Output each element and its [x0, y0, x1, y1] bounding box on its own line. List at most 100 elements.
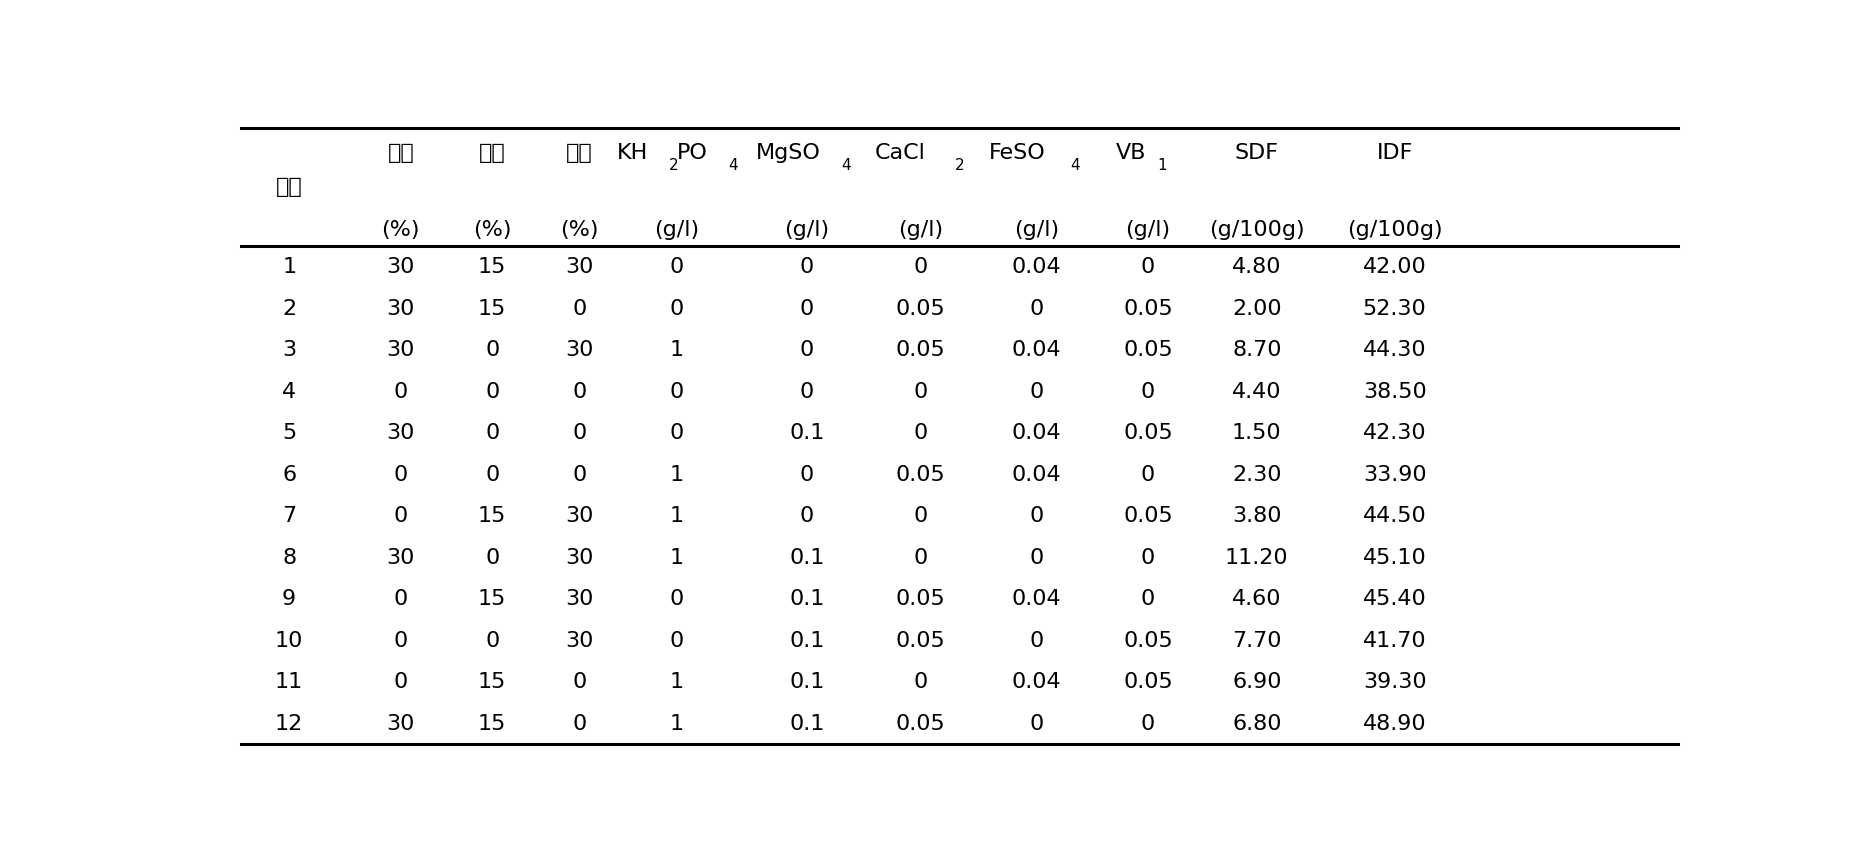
Text: 9: 9 [283, 589, 296, 609]
Text: 0: 0 [1140, 589, 1155, 609]
Text: 0: 0 [573, 381, 586, 402]
Text: 3.80: 3.80 [1232, 506, 1282, 526]
Text: 0: 0 [485, 631, 500, 650]
Text: 0: 0 [485, 547, 500, 568]
Text: 10: 10 [275, 631, 303, 650]
Text: 52.30: 52.30 [1363, 299, 1426, 318]
Text: 0: 0 [914, 547, 927, 568]
Text: (g/l): (g/l) [1015, 220, 1060, 240]
Text: 0: 0 [573, 423, 586, 443]
Text: 30: 30 [565, 340, 593, 360]
Text: 0: 0 [914, 381, 927, 402]
Text: 42.00: 42.00 [1363, 257, 1426, 277]
Text: 30: 30 [565, 631, 593, 650]
Text: 7: 7 [283, 506, 296, 526]
Text: 0: 0 [914, 423, 927, 443]
Text: (g/l): (g/l) [1125, 220, 1170, 240]
Text: 顺序: 顺序 [275, 177, 303, 197]
Text: 麦麸: 麦麸 [388, 143, 414, 163]
Text: 15: 15 [477, 589, 507, 609]
Text: 6.80: 6.80 [1232, 713, 1282, 734]
Text: 42.30: 42.30 [1363, 423, 1426, 443]
Text: 15: 15 [477, 713, 507, 734]
Text: 1: 1 [670, 713, 683, 734]
Text: 0.05: 0.05 [895, 465, 945, 484]
Text: 0.04: 0.04 [1011, 589, 1061, 609]
Text: 15: 15 [477, 299, 507, 318]
Text: 0.05: 0.05 [1123, 340, 1174, 360]
Text: 0.04: 0.04 [1011, 257, 1061, 277]
Text: 0.05: 0.05 [1123, 299, 1174, 318]
Text: (g/100g): (g/100g) [1209, 220, 1305, 240]
Text: 0: 0 [1030, 547, 1043, 568]
Text: 0: 0 [573, 299, 586, 318]
Text: 1: 1 [670, 465, 683, 484]
Text: (%): (%) [382, 220, 419, 240]
Text: 0: 0 [799, 340, 814, 360]
Text: 0: 0 [799, 506, 814, 526]
Text: 0: 0 [1140, 381, 1155, 402]
Text: 3: 3 [283, 340, 296, 360]
Text: CaCl: CaCl [874, 143, 925, 163]
Text: 0: 0 [1030, 506, 1043, 526]
Text: 0: 0 [799, 257, 814, 277]
Text: 0: 0 [1140, 547, 1155, 568]
Text: 0: 0 [914, 257, 927, 277]
Text: 4.60: 4.60 [1232, 589, 1282, 609]
Text: (g/l): (g/l) [784, 220, 829, 240]
Text: 4: 4 [1071, 157, 1080, 173]
Text: 0: 0 [573, 713, 586, 734]
Text: 0: 0 [670, 257, 683, 277]
Text: VB: VB [1116, 143, 1146, 163]
Text: (g/l): (g/l) [653, 220, 698, 240]
Text: 41.70: 41.70 [1363, 631, 1426, 650]
Text: (g/l): (g/l) [899, 220, 943, 240]
Text: 1: 1 [1157, 157, 1168, 173]
Text: 48.90: 48.90 [1363, 713, 1426, 734]
Text: 12: 12 [275, 713, 303, 734]
Text: 0.05: 0.05 [895, 340, 945, 360]
Text: 2: 2 [283, 299, 296, 318]
Text: 0.05: 0.05 [1123, 672, 1174, 692]
Text: 0.1: 0.1 [790, 423, 826, 443]
Text: 0.05: 0.05 [895, 713, 945, 734]
Text: 45.10: 45.10 [1363, 547, 1426, 568]
Text: (%): (%) [560, 220, 599, 240]
Text: 30: 30 [388, 257, 416, 277]
Text: 0.1: 0.1 [790, 631, 826, 650]
Text: 0: 0 [914, 506, 927, 526]
Text: 0: 0 [670, 299, 683, 318]
Text: IDF: IDF [1376, 143, 1413, 163]
Text: 0: 0 [1140, 713, 1155, 734]
Text: (g/100g): (g/100g) [1346, 220, 1443, 240]
Text: 45.40: 45.40 [1363, 589, 1426, 609]
Text: 0.1: 0.1 [790, 589, 826, 609]
Text: 4: 4 [728, 157, 738, 173]
Text: 0.05: 0.05 [1123, 631, 1174, 650]
Text: 8.70: 8.70 [1232, 340, 1282, 360]
Text: FeSO: FeSO [988, 143, 1046, 163]
Text: 30: 30 [388, 547, 416, 568]
Text: 0: 0 [1030, 713, 1043, 734]
Text: 4: 4 [283, 381, 296, 402]
Text: 0: 0 [670, 589, 683, 609]
Text: 0.05: 0.05 [1123, 506, 1174, 526]
Text: 1: 1 [670, 547, 683, 568]
Text: 0: 0 [485, 340, 500, 360]
Text: 0: 0 [485, 465, 500, 484]
Text: 0: 0 [914, 672, 927, 692]
Text: 38.50: 38.50 [1363, 381, 1426, 402]
Text: 0: 0 [393, 631, 408, 650]
Text: 豆粕: 豆粕 [479, 143, 505, 163]
Text: 8: 8 [283, 547, 296, 568]
Text: 0.04: 0.04 [1011, 423, 1061, 443]
Text: 0: 0 [573, 465, 586, 484]
Text: 15: 15 [477, 672, 507, 692]
Text: 11: 11 [275, 672, 303, 692]
Text: 0: 0 [799, 465, 814, 484]
Text: 0: 0 [393, 465, 408, 484]
Text: 44.50: 44.50 [1363, 506, 1426, 526]
Text: 1: 1 [670, 672, 683, 692]
Text: 0.1: 0.1 [790, 672, 826, 692]
Text: 0.04: 0.04 [1011, 672, 1061, 692]
